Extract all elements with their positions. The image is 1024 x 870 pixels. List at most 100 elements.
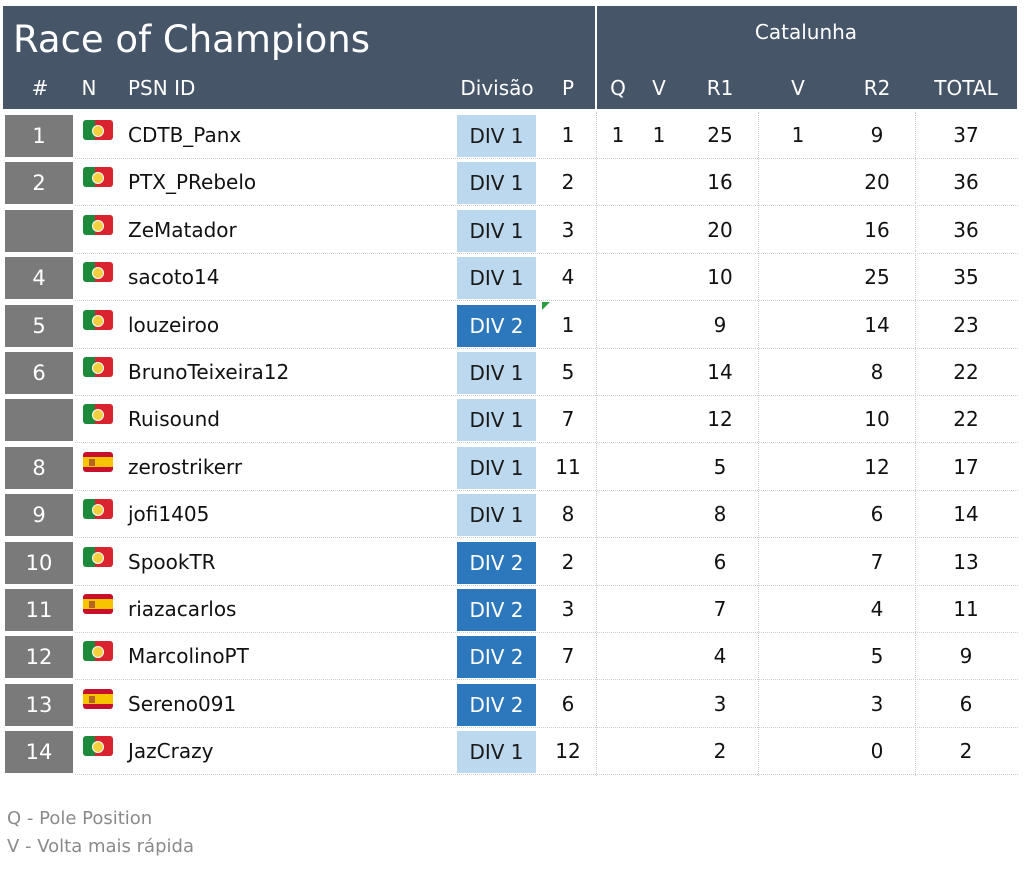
r1-cell: 16 <box>707 170 733 195</box>
r2-cell: 16 <box>864 217 890 242</box>
col-header-total: TOTAL <box>934 76 998 100</box>
row-divider <box>75 726 1018 728</box>
total-cell: 9 <box>959 644 973 669</box>
r1-cell: 7 <box>713 597 727 621</box>
p-cell: 12 <box>555 739 581 764</box>
total-cell: 14 <box>953 502 979 527</box>
position-cell: 10 <box>5 541 73 584</box>
division-badge: DIV 2 <box>457 589 536 631</box>
division-badge: DIV 1 <box>457 731 536 774</box>
position-cell: 2 <box>5 162 73 205</box>
col-header-q: Q <box>610 76 626 100</box>
table-row: Ruisound DIV 1 7 12 10 22 <box>0 396 1024 444</box>
portugal-flag-icon <box>83 499 113 520</box>
position-cell: 8 <box>5 446 73 489</box>
portugal-flag-icon <box>83 404 113 425</box>
division-badge: DIV 1 <box>457 162 536 205</box>
r1-cell: 12 <box>707 407 733 432</box>
psn-id-cell: sacoto14 <box>128 265 220 290</box>
spain-flag-icon <box>83 594 113 614</box>
psn-id-cell: ZeMatador <box>128 217 237 242</box>
total-cell: 2 <box>959 739 973 764</box>
division-badge: DIV 1 <box>457 209 536 252</box>
r2-cell: 4 <box>870 597 884 621</box>
psn-id-cell: Sereno091 <box>128 691 237 716</box>
cell-comment-marker <box>542 302 550 310</box>
p-cell: 8 <box>561 502 575 527</box>
position-cell: 4 <box>5 257 73 300</box>
psn-id-cell: JazCrazy <box>128 739 214 764</box>
r2-cell: 6 <box>870 502 884 527</box>
p-cell: 7 <box>561 644 575 669</box>
table-row: 10 SpookTR DIV 2 2 6 7 13 <box>0 539 1024 586</box>
col-header-p: P <box>561 76 575 100</box>
p-cell: 2 <box>561 170 575 195</box>
total-cell: 13 <box>953 549 979 574</box>
r1-cell: 20 <box>707 217 733 242</box>
col-header-nationality: N <box>81 76 97 100</box>
portugal-flag-icon <box>83 546 113 567</box>
psn-id-cell: CDTB_Panx <box>128 123 242 147</box>
p-cell: 4 <box>561 265 575 290</box>
r1-cell: 9 <box>713 312 727 337</box>
r2-cell: 10 <box>864 407 890 432</box>
p-cell: 6 <box>561 691 575 716</box>
portugal-flag-icon <box>83 262 113 283</box>
r1-cell: 5 <box>713 454 727 479</box>
division-badge: DIV 1 <box>457 494 536 537</box>
position-cell: 5 <box>5 304 73 347</box>
portugal-flag-icon <box>83 309 113 330</box>
col-header-r1: R1 <box>706 76 734 100</box>
portugal-flag-icon <box>83 214 113 235</box>
total-cell: 36 <box>953 217 979 242</box>
table-row: 14 JazCrazy DIV 1 12 2 0 2 <box>0 728 1024 776</box>
total-cell: 11 <box>953 597 979 621</box>
row-divider <box>75 205 1018 207</box>
p-cell: 3 <box>561 217 575 242</box>
position-cell <box>5 209 73 252</box>
total-cell: 35 <box>953 265 979 290</box>
r2-cell: 12 <box>864 454 890 479</box>
position-cell <box>5 399 73 442</box>
p-cell: 11 <box>555 454 581 479</box>
row-divider <box>75 679 1018 681</box>
portugal-flag-icon <box>83 641 113 662</box>
r1-cell: 14 <box>707 360 733 384</box>
r1-cell: 2 <box>713 739 727 764</box>
r1-cell: 4 <box>713 644 727 669</box>
row-divider <box>75 395 1018 396</box>
position-cell: 13 <box>5 683 73 726</box>
r1-cell: 10 <box>707 265 733 290</box>
table-row: 9 jofi1405 DIV 1 8 8 6 14 <box>0 491 1024 539</box>
col-header-division: Divisão <box>460 76 534 100</box>
spain-flag-icon <box>83 451 113 472</box>
division-badge: DIV 1 <box>457 352 536 394</box>
row-divider <box>75 584 1018 586</box>
division-badge: DIV 2 <box>457 636 536 679</box>
r2-cell: 8 <box>870 360 884 384</box>
portugal-flag-icon <box>83 167 113 188</box>
r2-cell: 9 <box>870 123 884 147</box>
r1-cell: 3 <box>713 691 727 716</box>
total-cell: 17 <box>953 454 979 479</box>
page-title: Race of Champions <box>13 18 370 61</box>
r2-cell: 5 <box>870 644 884 669</box>
row-divider <box>75 347 1018 349</box>
table-row: 12 MarcolinoPT DIV 2 7 4 5 9 <box>0 633 1024 681</box>
table-row: 6 BrunoTeixeira12 DIV 1 5 14 8 22 <box>0 349 1024 396</box>
r2-cell: 14 <box>864 312 890 337</box>
position-cell: 1 <box>5 115 73 157</box>
position-cell: 11 <box>5 589 73 631</box>
row-divider <box>75 537 1018 539</box>
table-row: 1 CDTB_Panx DIV 1 1 1 1 25 1 9 37 <box>0 112 1024 159</box>
row-divider <box>75 489 1018 491</box>
r2-cell: 0 <box>870 739 884 764</box>
r1-cell: 25 <box>707 123 733 147</box>
event-name: Catalunha <box>754 20 858 44</box>
row-divider <box>75 774 1018 776</box>
division-badge: DIV 1 <box>457 115 536 157</box>
col-header-pos: # <box>31 76 49 100</box>
p-cell: 7 <box>561 407 575 432</box>
portugal-flag-icon <box>83 736 113 757</box>
psn-id-cell: SpookTR <box>128 549 216 574</box>
